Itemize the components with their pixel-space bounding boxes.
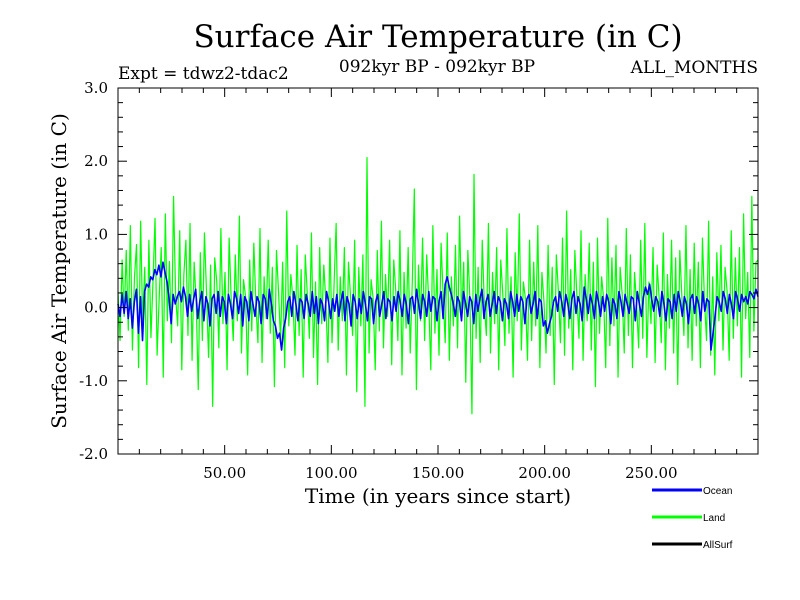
y-axis-label: Surface Air Temperature (in C) — [47, 113, 71, 429]
chart-title: Surface Air Temperature (in C) — [193, 19, 682, 55]
legend: Ocean Land AllSurf — [652, 486, 733, 551]
y-tick-label: 2.0 — [84, 152, 108, 170]
x-tick-label: 250.00 — [625, 464, 678, 482]
months-label: ALL_MONTHS — [630, 58, 758, 78]
x-tick-label: 150.00 — [412, 464, 465, 482]
y-tick-label: 1.0 — [84, 225, 108, 243]
x-tick-label: 50.00 — [203, 464, 246, 482]
y-tick-label: -2.0 — [79, 445, 108, 463]
axis-layer: 50.00 100.00 150.00 200.00 250.00 -2.0 -1.0 0.0… — [79, 79, 758, 482]
legend-label-land: Land — [703, 513, 725, 524]
legend-label-ocean: Ocean — [703, 486, 732, 497]
series-line-ocean — [117, 261, 759, 351]
time-range-label: 092kyr BP - 092kyr BP — [339, 57, 535, 77]
legend-label-allsurf: AllSurf — [703, 540, 733, 551]
y-tick-label: -1.0 — [79, 372, 108, 390]
x-tick-label: 200.00 — [518, 464, 571, 482]
series-line-land — [117, 156, 759, 415]
y-tick-label: 3.0 — [84, 79, 108, 97]
x-axis-label: Time (in years since start) — [305, 484, 571, 508]
x-tick-label: 100.00 — [305, 464, 358, 482]
experiment-label: Expt = tdwz2-tdac2 — [118, 64, 289, 84]
y-tick-label: 0.0 — [84, 299, 108, 317]
series-layer — [117, 156, 759, 415]
